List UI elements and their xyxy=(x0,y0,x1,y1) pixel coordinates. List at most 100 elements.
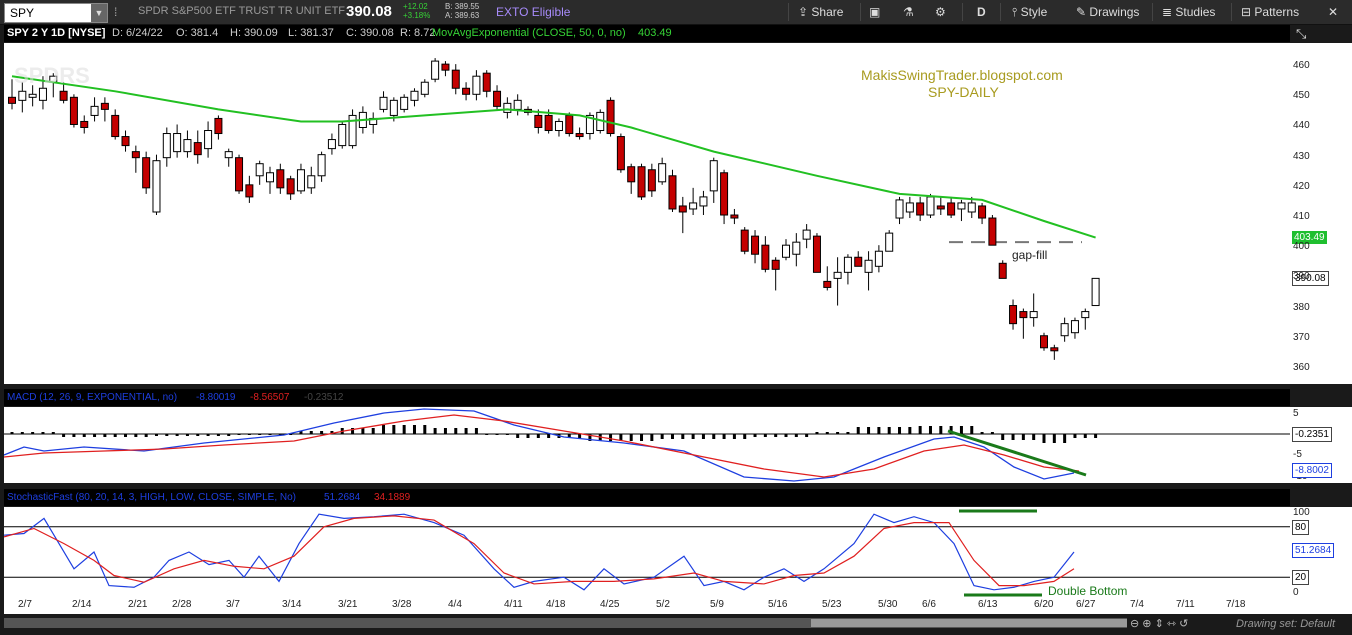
link-icon[interactable]: ⁞ xyxy=(114,5,118,19)
time-axis[interactable]: 2/7 2/14 2/21 2/28 3/7 3/14 3/21 3/28 4/4 4/11 4/1… xyxy=(4,597,1290,614)
macd-hist-bar xyxy=(175,434,179,436)
macd-chart xyxy=(4,408,1290,482)
macd-hist-bar xyxy=(371,428,375,434)
candle-body xyxy=(183,139,192,153)
candle-body xyxy=(255,163,264,177)
zoom-out-icon[interactable]: ⊖ xyxy=(1130,618,1140,630)
macd-hist-bar xyxy=(856,427,860,434)
candle-body xyxy=(606,99,615,135)
time-tick: 7/11 xyxy=(1176,599,1195,610)
zoom-in-icon[interactable]: ⊕ xyxy=(1142,618,1152,630)
candle-body xyxy=(771,259,780,270)
price-axis[interactable]: 403.49 390.08 460 450 440 430 420 410 400 390 38… xyxy=(1290,43,1352,384)
horizontal-scrollbar[interactable] xyxy=(4,618,1127,628)
macd-axis: 5 -5 -10 -0.2351 -8.8002 xyxy=(1290,407,1352,483)
time-tick: 3/21 xyxy=(338,599,358,610)
stoch-chart xyxy=(4,509,1290,597)
candle-body xyxy=(978,205,987,219)
macd-hist-bar xyxy=(743,434,747,439)
macd-hist-bar xyxy=(753,434,757,437)
macd-hist-bar xyxy=(516,434,520,438)
last-price-tag: 390.08 xyxy=(1292,271,1329,287)
symbol-input[interactable]: SPY ▼ xyxy=(4,3,108,23)
axis-corner xyxy=(1290,597,1352,614)
macd-hist-bar xyxy=(547,434,551,438)
candle-body xyxy=(565,114,574,135)
grid-icon[interactable]: ▣ xyxy=(869,5,881,19)
macd-label: MACD (12, 26, 9, EXPONENTIAL, no) xyxy=(7,392,178,403)
macd-hist-bar xyxy=(165,434,169,436)
macd-hist-bar xyxy=(887,427,891,434)
candle-body xyxy=(441,63,450,71)
share-icon: ⇪ xyxy=(798,5,809,19)
candle-body xyxy=(28,93,37,98)
close-icon[interactable]: ✕ xyxy=(1328,5,1339,19)
price-change: +12.02 +3.18% xyxy=(403,2,430,20)
candle-body xyxy=(1009,305,1018,325)
macd-value: -8.80019 xyxy=(196,392,236,403)
macd-hist-bar xyxy=(474,428,478,434)
candle-body xyxy=(214,117,223,135)
price-panel[interactable]: SPDRS MakisSwingTrader.blogspot.com SPY-… xyxy=(4,43,1290,384)
macd-hist-bar xyxy=(82,434,86,437)
pan-icon[interactable]: ⇕ xyxy=(1154,618,1164,630)
macd-hist-bar xyxy=(185,434,189,436)
gear-icon[interactable]: ⚙ xyxy=(935,5,946,19)
double-bottom-annotation: Double Bottom xyxy=(1048,584,1128,598)
macd-hist-bar xyxy=(72,434,76,437)
macd-hist-bar xyxy=(681,434,685,439)
candle-body xyxy=(812,235,821,273)
macd-hist-bar xyxy=(1073,434,1077,438)
scrollbar-thumb[interactable] xyxy=(811,619,1127,627)
patterns-button[interactable]: ⊟ Patterns xyxy=(1241,5,1299,19)
studies-button[interactable]: ≣ Studies xyxy=(1162,5,1215,19)
price-tick: 440 xyxy=(1293,120,1310,132)
info-study: MovAvgExponential (CLOSE, 50, 0, no) xyxy=(432,27,626,39)
macd-hist-bar xyxy=(990,432,994,434)
candle-body xyxy=(616,136,625,171)
chevron-down-icon[interactable]: ▼ xyxy=(91,4,107,22)
price-tick: 450 xyxy=(1293,90,1310,102)
symbol-description: SPDR S&P500 ETF TRUST TR UNIT ETF xyxy=(138,5,346,17)
fit-icon[interactable]: ⇿ xyxy=(1166,618,1177,630)
macd-hist-bar xyxy=(51,432,55,434)
macd-hist-bar xyxy=(794,434,798,437)
candle-body xyxy=(266,172,274,183)
macd-hist-bar xyxy=(526,434,530,438)
drawings-button[interactable]: ✎ Drawings xyxy=(1076,5,1139,19)
macd-hist-bar xyxy=(392,425,396,434)
candle-body xyxy=(782,244,790,258)
exto-eligible-link[interactable]: EXTO Eligible xyxy=(496,5,571,19)
macd-hist-bar xyxy=(247,434,251,435)
share-button[interactable]: ⇪ Share xyxy=(798,5,843,19)
macd-hist-bar xyxy=(505,434,509,435)
reset-icon[interactable]: ↺ xyxy=(1179,618,1189,630)
macd-hist-bar xyxy=(732,434,736,439)
stoch-os-tag: 20 xyxy=(1292,570,1310,585)
stoch-label: StochasticFast (80, 20, 14, 3, HIGH, LOW… xyxy=(7,492,296,503)
expand-icon[interactable]: ⤡ xyxy=(1296,26,1307,41)
time-tick: 5/30 xyxy=(878,599,898,610)
stoch-tick: 100 xyxy=(1293,507,1310,518)
macd-hist-bar xyxy=(815,432,819,434)
macd-tick: -5 xyxy=(1293,449,1302,460)
macd-hist-bar xyxy=(134,434,138,437)
macd-hist-bar xyxy=(763,434,767,437)
aggregation-button[interactable]: D xyxy=(977,5,986,19)
macd-hist-bar xyxy=(691,434,695,439)
stoch-panel[interactable]: Double Bottom xyxy=(4,507,1290,598)
last-price: 390.08 xyxy=(346,3,392,20)
flask-icon[interactable]: ⚗ xyxy=(903,5,914,19)
candle-body xyxy=(709,160,718,192)
style-button[interactable]: ⫯ Style xyxy=(1012,5,1047,20)
macd-panel[interactable] xyxy=(4,407,1290,483)
candle-body xyxy=(451,69,460,89)
drawing-set-label[interactable]: Drawing set: Default xyxy=(1236,618,1336,630)
candle-body xyxy=(493,90,502,107)
macd-hist-bar xyxy=(877,427,881,434)
macd-hist-bar xyxy=(237,434,241,435)
macd-hist-bar xyxy=(650,434,654,441)
macd-hist-bar xyxy=(567,434,571,438)
macd-hist-bar xyxy=(928,426,932,434)
time-tick: 7/18 xyxy=(1226,599,1246,610)
